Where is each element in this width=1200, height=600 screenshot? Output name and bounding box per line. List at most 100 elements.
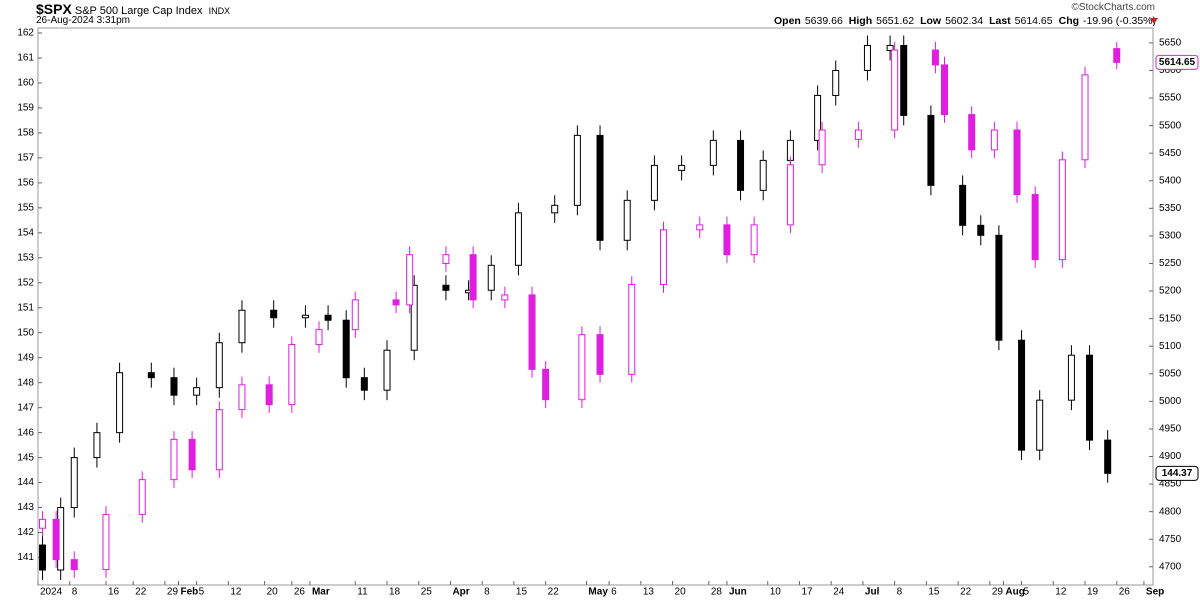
candle-body (238, 309, 246, 344)
x-tick-label: 20 (675, 587, 687, 598)
x-tick-label: 17 (801, 587, 813, 598)
candle-body (383, 349, 391, 391)
candle-body (750, 224, 758, 256)
candle-body (1018, 339, 1026, 451)
y2-tick-label: 5100 (1159, 341, 1182, 352)
down-marker (1150, 18, 1158, 24)
x-tick-label: 16 (108, 587, 120, 598)
y-tick-label: 155 (17, 202, 34, 213)
y2-tick-label: 5050 (1159, 368, 1182, 379)
y-tick-label: 150 (17, 327, 34, 338)
candle-body (596, 334, 604, 375)
y-tick-label: 154 (17, 227, 34, 238)
quote: Open 5639.66 High 5651.62 Low 5602.34 Last 5614… (768, 15, 1156, 27)
candle-body (723, 224, 731, 256)
quote-value: 5639.66 (804, 15, 843, 27)
y-tick-label: 143 (17, 502, 34, 513)
candle-body (39, 518, 47, 529)
x-tick-label: 20 (267, 587, 279, 598)
last-value-label: 144.37 (1162, 468, 1193, 479)
quote-value: 5614.65 (1014, 15, 1053, 27)
candle-body (1058, 159, 1066, 261)
candle-body (814, 94, 822, 141)
x-tick-label: 22 (548, 587, 560, 598)
x-tick-label: 8 (72, 587, 78, 598)
x-tick-label: 15 (928, 587, 940, 598)
x-tick-label: 25 (421, 587, 433, 598)
candle-body (102, 513, 110, 571)
candle-body (514, 212, 522, 266)
symbol: $SPX (36, 1, 72, 17)
candle-body (854, 129, 862, 140)
x-tick-label: 13 (643, 587, 655, 598)
x-tick-label: 12 (230, 587, 242, 598)
candle-body (406, 254, 414, 306)
candle-body (542, 368, 550, 401)
candle-body (759, 159, 767, 191)
y-tick-label: 141 (17, 552, 34, 563)
candle-body (215, 409, 223, 471)
candle-body (39, 544, 47, 571)
y2-tick-label: 5650 (1159, 38, 1182, 49)
y2-tick-label: 5350 (1159, 203, 1182, 214)
y-tick-label: 159 (17, 103, 34, 114)
candle-body (977, 224, 985, 236)
x-tick-label: 2024 (40, 587, 63, 598)
candle-body (265, 384, 273, 406)
y2-tick-label: 5450 (1159, 148, 1182, 159)
candle-body (170, 377, 178, 396)
candle-body (623, 199, 631, 241)
last-value-box (1155, 465, 1199, 481)
y2-tick-label: 5500 (1159, 120, 1182, 131)
y-tick-label: 161 (17, 53, 34, 64)
x-tick-label: 26 (1119, 587, 1131, 598)
header: $SPX S&P 500 Large Cap Index INDX ©Stock… (0, 0, 1200, 28)
candle-body (786, 164, 794, 226)
candle-body (863, 44, 871, 71)
candle-body (1104, 439, 1112, 474)
candle-body (469, 254, 477, 301)
copyright: ©StockCharts.com (1071, 2, 1155, 13)
x-tick-label: Jun (729, 587, 747, 598)
x-tick-label: 6 (611, 587, 617, 598)
y-tick-label: 148 (17, 377, 34, 388)
candle-body (147, 372, 155, 379)
candle-body (596, 134, 604, 241)
y-tick-label: 147 (17, 402, 34, 413)
y2-tick-label: 4950 (1159, 424, 1182, 435)
y-tick-label: 162 (17, 28, 34, 39)
candle-body (93, 432, 101, 459)
y2-tick-label: 5300 (1159, 231, 1182, 242)
x-tick-label: 22 (960, 587, 972, 598)
candle-body (315, 329, 323, 346)
y-tick-label: 158 (17, 128, 34, 139)
candle-body (990, 129, 998, 151)
candle-body (392, 299, 400, 306)
index-name: S&P 500 Large Cap Index (74, 5, 203, 17)
x-tick-label: Jul (865, 587, 880, 598)
exchange: INDX (208, 6, 231, 16)
candle-body (301, 314, 309, 319)
quote-value: -19.96 (-0.35%) (1083, 15, 1156, 27)
candle-body (1067, 354, 1075, 401)
candle-body (170, 438, 178, 481)
y-tick-label: 152 (17, 277, 34, 288)
candle-body (188, 438, 196, 471)
x-tick-label: 12 (1055, 587, 1067, 598)
candle-body (1081, 74, 1089, 161)
candle-body (1031, 194, 1039, 261)
x-tick-label: 10 (770, 587, 782, 598)
x-tick-label: 5 (1024, 587, 1030, 598)
x-tick-label: 11 (357, 587, 368, 598)
candle-body (70, 559, 78, 571)
y-tick-label: 151 (17, 302, 34, 313)
quote-value: 5602.34 (945, 15, 984, 27)
candle-body (709, 139, 717, 166)
candle-body (551, 204, 559, 214)
x-tick-label: 19 (1087, 587, 1099, 598)
y-tick-label: 157 (17, 153, 34, 164)
candle-body (360, 377, 368, 391)
y2-tick-label: 5150 (1159, 313, 1182, 324)
candle-body (138, 479, 146, 515)
